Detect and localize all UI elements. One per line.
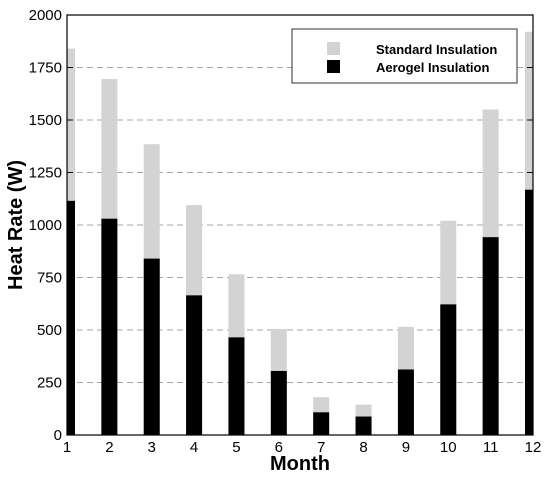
bars bbox=[67, 31, 533, 436]
y-tick-label-6: 1500 bbox=[29, 112, 62, 129]
x-tick-label-11: 11 bbox=[483, 439, 499, 456]
bar-aerogel-month-10 bbox=[440, 304, 457, 435]
x-tick-label-9: 9 bbox=[402, 439, 410, 456]
bar-aerogel-month-7 bbox=[313, 412, 330, 435]
x-tick-label-6: 6 bbox=[275, 439, 283, 456]
bar-aerogel-month-8 bbox=[355, 416, 372, 435]
x-tick-label-4: 4 bbox=[190, 439, 198, 456]
y-tick-label-7: 1750 bbox=[29, 60, 62, 77]
bar-aerogel-month-9 bbox=[397, 369, 414, 435]
bar-aerogel-month-3 bbox=[143, 258, 160, 435]
x-axis-title: Month bbox=[270, 453, 330, 475]
x-tick-label-5: 5 bbox=[232, 439, 240, 456]
x-tick-label-1: 1 bbox=[63, 439, 71, 456]
x-tick-label-10: 10 bbox=[440, 439, 457, 456]
y-tick-label-8: 2000 bbox=[29, 7, 62, 24]
x-tick-label-8: 8 bbox=[359, 439, 367, 456]
bar-aerogel-month-5 bbox=[228, 337, 245, 435]
y-tick-label-2: 500 bbox=[37, 322, 62, 339]
bar-aerogel-month-1 bbox=[67, 200, 75, 435]
y-tick-label-0: 0 bbox=[54, 427, 62, 444]
y-tick-label-4: 1000 bbox=[29, 217, 62, 234]
legend-box bbox=[291, 28, 518, 84]
x-tick-label-3: 3 bbox=[148, 439, 156, 456]
y-tick-label-3: 750 bbox=[37, 270, 62, 287]
bar-aerogel-month-11 bbox=[482, 237, 499, 435]
legend: Standard Insulation Aerogel Insulation bbox=[291, 28, 518, 84]
legend-label-aerogel: Aerogel Insulation bbox=[376, 60, 489, 75]
bar-aerogel-month-4 bbox=[186, 295, 203, 435]
grid-lines bbox=[67, 67, 533, 383]
bar-aerogel-month-6 bbox=[270, 370, 287, 435]
y-tick-label-5: 1250 bbox=[29, 165, 62, 182]
x-axis: 1 2 3 4 5 6 7 8 9 10 11 12 bbox=[63, 429, 542, 456]
legend-swatch-standard bbox=[327, 42, 340, 55]
bar-aerogel-month-2 bbox=[101, 218, 118, 435]
y-tick-label-1: 250 bbox=[37, 375, 62, 392]
y-axis-title: Heat Rate (W) bbox=[5, 160, 27, 290]
y-axis: 0 250 500 750 1000 1250 1500 1750 2000 bbox=[29, 7, 533, 444]
x-tick-label-2: 2 bbox=[105, 439, 113, 456]
x-tick-label-7: 7 bbox=[317, 439, 325, 456]
x-tick-label-12: 12 bbox=[525, 439, 542, 456]
legend-swatch-aerogel bbox=[327, 60, 340, 73]
bar-aerogel-month-12 bbox=[525, 189, 533, 435]
legend-label-standard: Standard Insulation bbox=[376, 42, 497, 57]
